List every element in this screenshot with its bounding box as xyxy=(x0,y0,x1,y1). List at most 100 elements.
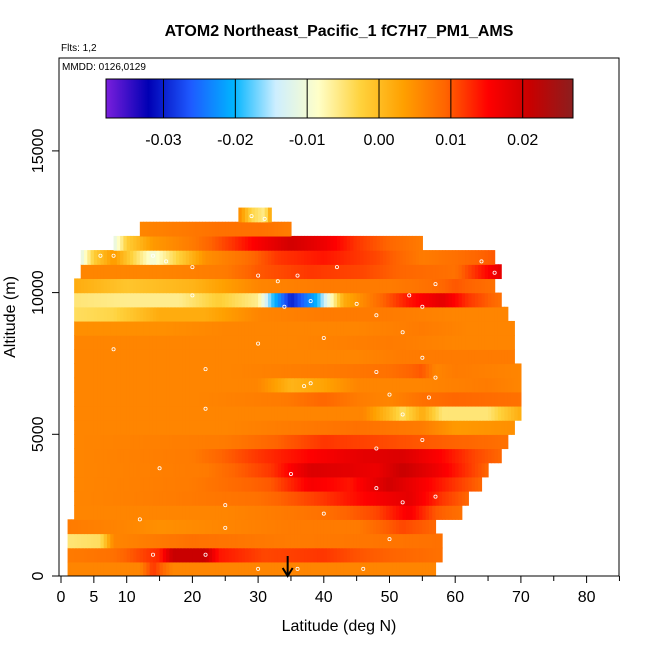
heatmap-cell xyxy=(458,292,463,308)
heatmap-cell xyxy=(425,434,430,450)
heatmap-cell xyxy=(428,349,433,365)
heatmap-cell xyxy=(474,250,479,265)
heatmap-cell xyxy=(323,278,328,294)
heatmap-cell xyxy=(471,250,476,265)
heatmap-cell xyxy=(458,377,463,393)
heatmap-cell xyxy=(74,434,79,450)
heatmap-cell xyxy=(126,264,131,280)
heatmap-cell xyxy=(162,292,167,308)
heatmap-cell xyxy=(369,292,374,308)
heatmap-cell xyxy=(294,519,299,535)
heatmap-cell xyxy=(103,250,108,265)
heatmap-cell xyxy=(271,320,276,336)
heatmap-cell xyxy=(330,533,335,549)
heatmap-cell xyxy=(212,519,216,535)
heatmap-cell xyxy=(166,250,171,265)
heatmap-cell xyxy=(300,476,305,492)
heatmap-cell xyxy=(175,476,180,492)
heatmap-cell xyxy=(90,320,95,336)
heatmap-cell xyxy=(198,547,203,563)
heatmap-cell xyxy=(481,420,486,435)
heatmap-cell xyxy=(139,250,144,265)
heatmap-cell xyxy=(392,320,397,336)
heatmap-cell xyxy=(166,420,171,435)
heatmap-cell xyxy=(481,448,486,464)
heatmap-cell xyxy=(307,320,312,336)
heatmap-cell xyxy=(389,405,394,421)
heatmap-cell xyxy=(143,335,148,350)
heatmap-cell xyxy=(149,448,154,464)
heatmap-cell xyxy=(300,335,305,350)
heatmap-cell xyxy=(189,391,193,407)
heatmap-cell xyxy=(359,547,364,563)
heatmap-cell xyxy=(189,264,193,280)
heatmap-cell xyxy=(205,377,210,393)
heatmap-cell xyxy=(425,264,430,280)
heatmap-cell xyxy=(264,335,269,350)
heatmap-cell xyxy=(149,221,154,237)
heatmap-cell xyxy=(382,533,387,549)
heatmap-cell xyxy=(97,363,102,379)
heatmap-cell xyxy=(120,490,125,506)
heatmap-cell xyxy=(241,363,246,379)
heatmap-cell xyxy=(425,320,430,336)
heatmap-cell xyxy=(504,320,509,336)
heatmap-cell xyxy=(307,462,312,478)
heatmap-cell xyxy=(202,320,207,336)
heatmap-cell xyxy=(320,235,325,251)
heatmap-cell xyxy=(195,405,200,421)
heatmap-cell xyxy=(67,533,72,549)
heatmap-cell xyxy=(376,505,381,520)
heatmap-cell xyxy=(300,462,305,478)
heatmap-cell xyxy=(258,349,262,365)
heatmap-cell xyxy=(258,320,262,336)
heatmap-cell xyxy=(353,377,358,393)
heatmap-cell xyxy=(478,335,483,350)
heatmap-cell xyxy=(221,490,226,506)
heatmap-cell xyxy=(330,420,335,435)
heatmap-cell xyxy=(156,476,161,492)
heatmap-cell xyxy=(192,278,197,294)
heatmap-cell xyxy=(442,434,446,450)
heatmap-cell xyxy=(143,349,148,365)
heatmap-cell xyxy=(396,505,400,520)
heatmap-cell xyxy=(212,306,216,322)
heatmap-cell xyxy=(126,292,131,308)
heatmap-cell xyxy=(412,235,417,251)
heatmap-cell xyxy=(274,462,279,478)
heatmap-cell xyxy=(488,335,492,350)
heatmap-cell xyxy=(346,250,351,265)
heatmap-cell xyxy=(123,434,128,450)
heatmap-cell xyxy=(241,377,246,393)
heatmap-cell xyxy=(386,391,391,407)
heatmap-cell xyxy=(484,320,489,336)
heatmap-cell xyxy=(386,462,391,478)
sample-point xyxy=(374,369,379,374)
heatmap-cell xyxy=(402,250,407,265)
heatmap-cell xyxy=(166,490,171,506)
heatmap-cell xyxy=(129,292,134,308)
heatmap-cell xyxy=(116,363,121,379)
heatmap-cell xyxy=(340,505,345,520)
heatmap-cell xyxy=(455,377,460,393)
heatmap-cell xyxy=(185,448,190,464)
heatmap-cell xyxy=(497,363,502,379)
heatmap-cell xyxy=(103,561,108,576)
heatmap-cell xyxy=(83,448,88,464)
heatmap-cell xyxy=(405,349,410,365)
heatmap-cell xyxy=(471,320,476,336)
heatmap-cell xyxy=(461,391,466,407)
heatmap-cell xyxy=(501,405,506,421)
heatmap-cell xyxy=(277,320,282,336)
heatmap-cell xyxy=(287,221,292,237)
heatmap-cell xyxy=(172,335,177,350)
heatmap-cell xyxy=(129,434,134,450)
heatmap-cell xyxy=(428,363,433,379)
heatmap-cell xyxy=(123,391,128,407)
heatmap-cell xyxy=(271,547,276,563)
heatmap-cell xyxy=(100,519,105,535)
heatmap-cell xyxy=(379,533,384,549)
heatmap-cell xyxy=(195,250,200,265)
heatmap-cell xyxy=(373,462,377,478)
heatmap-cell xyxy=(87,363,92,379)
